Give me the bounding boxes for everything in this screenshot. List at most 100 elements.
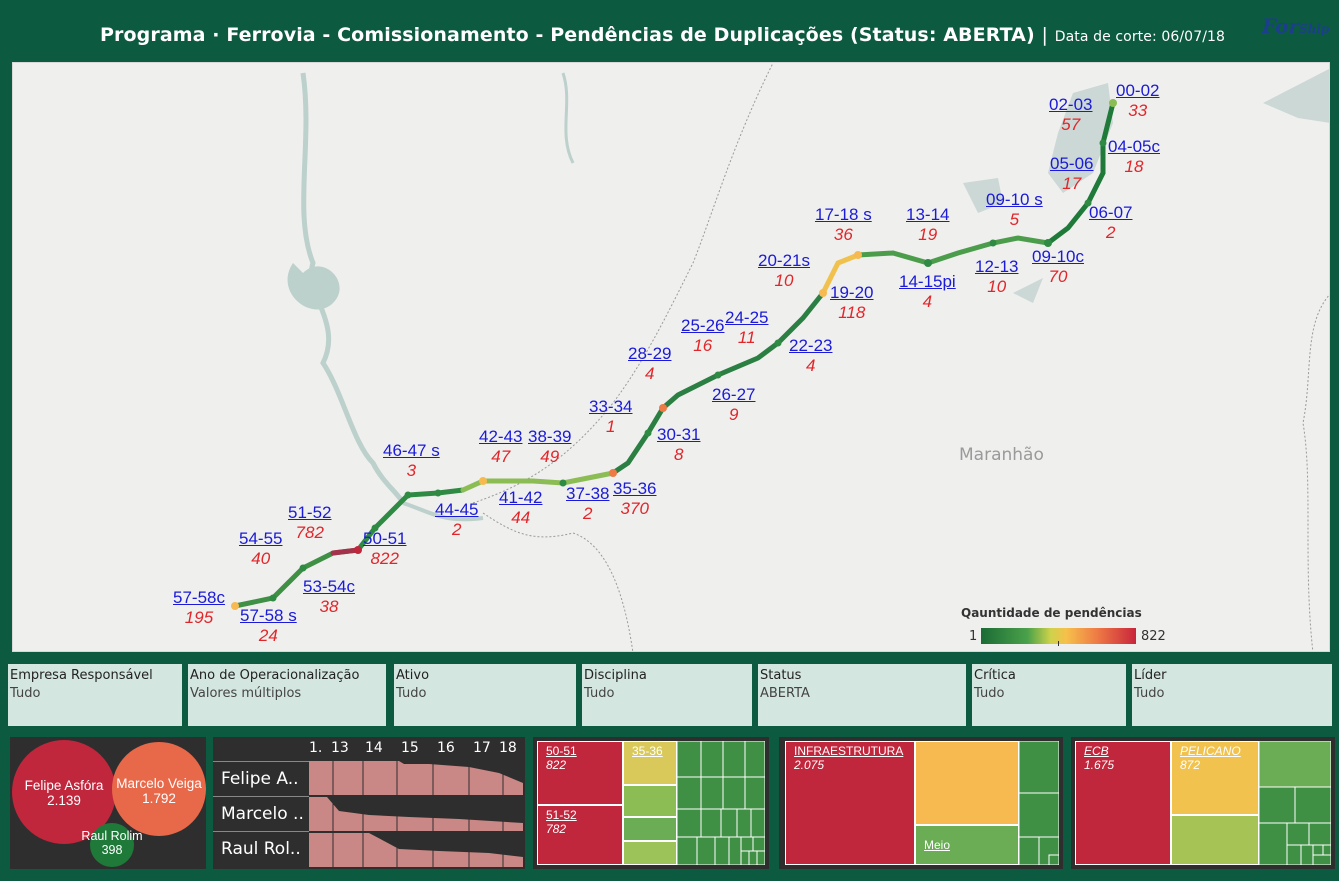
railway-map[interactable]: 00-02 33 02-03 57 04-05c 18 05-06 17 06-07 2 09-10…: [12, 62, 1330, 652]
segment-label[interactable]: 41-42 44: [499, 488, 542, 528]
segment-label[interactable]: 00-02 33: [1116, 81, 1159, 121]
segment-label[interactable]: 51-52 782: [288, 503, 331, 543]
segment-name[interactable]: 12-13: [975, 257, 1019, 276]
segment-label[interactable]: 33-34 1: [589, 397, 632, 437]
segment-name[interactable]: 09-10 s: [986, 190, 1043, 209]
segment-name[interactable]: 37-38: [566, 484, 610, 503]
filter-value[interactable]: Tudo: [584, 686, 615, 701]
segment-label[interactable]: 17-18 s 36: [815, 205, 872, 245]
filter-disciplina[interactable]: Disciplina Tudo: [582, 664, 752, 726]
filter-ano[interactable]: Ano de Operacionalização Valores múltipl…: [188, 664, 386, 726]
segment-label[interactable]: 54-55 40: [239, 529, 282, 569]
segment-name[interactable]: 38-39: [528, 427, 572, 446]
segment-name[interactable]: 09-10c: [1032, 247, 1084, 266]
filter-value[interactable]: Tudo: [10, 686, 41, 701]
filter-value[interactable]: ABERTA: [760, 686, 810, 701]
segment-label[interactable]: 24-25 11: [725, 308, 768, 348]
segment-name[interactable]: 44-45: [435, 500, 479, 519]
segment-name[interactable]: 24-25: [725, 308, 769, 327]
treemap-cell[interactable]: [915, 741, 1019, 825]
treemap-cell[interactable]: [623, 841, 677, 865]
timeline-areas[interactable]: [309, 761, 523, 869]
segment-name[interactable]: 02-03: [1049, 95, 1093, 114]
treemap-cell-infraestrutura[interactable]: INFRAESTRUTURA 2.075: [785, 741, 915, 865]
segment-name[interactable]: 19-20: [830, 283, 874, 302]
segment-label[interactable]: 13-14 19: [906, 205, 949, 245]
segment-label[interactable]: 20-21s 10: [758, 251, 810, 291]
segment-name[interactable]: 00-02: [1116, 81, 1160, 100]
segment-label[interactable]: 38-39 49: [528, 427, 571, 467]
treemap-small-cells[interactable]: [1019, 741, 1059, 865]
filter-value[interactable]: Valores múltiplos: [190, 686, 302, 701]
segment-label[interactable]: 02-03 57: [1049, 95, 1092, 135]
segment-label[interactable]: 35-36 370: [613, 479, 656, 519]
filter-value[interactable]: Tudo: [1134, 686, 1165, 701]
segment-name[interactable]: 28-29: [628, 344, 672, 363]
segment-name[interactable]: 05-06: [1050, 154, 1094, 173]
segment-name[interactable]: 25-26: [681, 316, 725, 335]
segment-label[interactable]: 06-07 2: [1089, 203, 1132, 243]
treemap-cell-meio[interactable]: Meio: [915, 825, 1019, 865]
timeline-row-label[interactable]: Marcelo ..: [213, 797, 309, 832]
segment-name[interactable]: 33-34: [589, 397, 633, 416]
treemap-cell-35-36[interactable]: 35-36: [623, 741, 677, 785]
segment-label[interactable]: 22-23 4: [789, 336, 832, 376]
filter-value[interactable]: Tudo: [396, 686, 427, 701]
segment-name[interactable]: 46-47 s: [383, 441, 440, 460]
segment-name[interactable]: 22-23: [789, 336, 833, 355]
segment-label[interactable]: 50-51 822: [363, 529, 406, 569]
treemap-small-cells[interactable]: [1259, 741, 1331, 865]
segment-name[interactable]: 53-54c: [303, 577, 355, 596]
filter-empresa[interactable]: Empresa Responsável Tudo: [8, 664, 182, 726]
filter-status[interactable]: Status ABERTA: [758, 664, 966, 726]
segment-label[interactable]: 19-20 118: [830, 283, 873, 323]
segment-name[interactable]: 14-15pi: [899, 272, 956, 291]
treemap-cell-ecb[interactable]: ECB 1.675: [1075, 741, 1171, 865]
treemap-small-cells[interactable]: [677, 741, 765, 865]
filter-ativo[interactable]: Ativo Tudo: [394, 664, 576, 726]
segment-name[interactable]: 57-58c: [173, 588, 225, 607]
filter-lider[interactable]: Líder Tudo: [1132, 664, 1332, 726]
segment-name[interactable]: 17-18 s: [815, 205, 872, 224]
segment-label[interactable]: 37-38 2: [566, 484, 609, 524]
filter-value[interactable]: Tudo: [974, 686, 1005, 701]
segment-label[interactable]: 12-13 10: [975, 257, 1018, 297]
segment-label[interactable]: 25-26 16: [681, 316, 724, 356]
segment-name[interactable]: 51-52: [288, 503, 332, 522]
segment-name[interactable]: 54-55: [239, 529, 283, 548]
segment-label[interactable]: 09-10c 70: [1032, 247, 1084, 287]
segment-name[interactable]: 35-36: [613, 479, 657, 498]
segment-name[interactable]: 26-27: [712, 385, 756, 404]
segment-label[interactable]: 30-31 8: [657, 425, 700, 465]
treemap-cell[interactable]: [623, 817, 677, 841]
treemap-cell-50-51[interactable]: 50-51 822: [537, 741, 623, 805]
treemap-cell[interactable]: [1171, 815, 1259, 865]
segment-name[interactable]: 41-42: [499, 488, 543, 507]
bubble-marcelo[interactable]: Marcelo Veiga 1.792: [112, 742, 206, 836]
segment-name[interactable]: 50-51: [363, 529, 407, 548]
treemap-cell-51-52[interactable]: 51-52 782: [537, 805, 623, 865]
filter-critica[interactable]: Crítica Tudo: [972, 664, 1126, 726]
segment-label[interactable]: 42-43 47: [479, 427, 522, 467]
map-canvas[interactable]: [13, 63, 1330, 652]
segment-name[interactable]: 13-14: [906, 205, 950, 224]
segment-name[interactable]: 04-05c: [1108, 137, 1160, 156]
segment-label[interactable]: 28-29 4: [628, 344, 671, 384]
segment-label[interactable]: 05-06 17: [1050, 154, 1093, 194]
segment-label[interactable]: 53-54c 38: [303, 577, 355, 617]
segment-name[interactable]: 30-31: [657, 425, 701, 444]
treemap-cell[interactable]: [623, 785, 677, 817]
segment-label[interactable]: 26-27 9: [712, 385, 755, 425]
segment-name[interactable]: 06-07: [1089, 203, 1133, 222]
segment-label[interactable]: 04-05c 18: [1108, 137, 1160, 177]
segment-label[interactable]: 44-45 2: [435, 500, 478, 540]
segment-name[interactable]: 20-21s: [758, 251, 810, 270]
timeline-row-label[interactable]: Raul Rol..: [221, 839, 301, 859]
treemap-cell-pelicano[interactable]: PELICANO 872: [1171, 741, 1259, 815]
segment-name[interactable]: 42-43: [479, 427, 523, 446]
segment-name[interactable]: 57-58 s: [240, 606, 297, 625]
segment-label[interactable]: 14-15pi 4: [899, 272, 956, 312]
bubble-raul[interactable]: Raul Rolim 398: [81, 823, 143, 867]
